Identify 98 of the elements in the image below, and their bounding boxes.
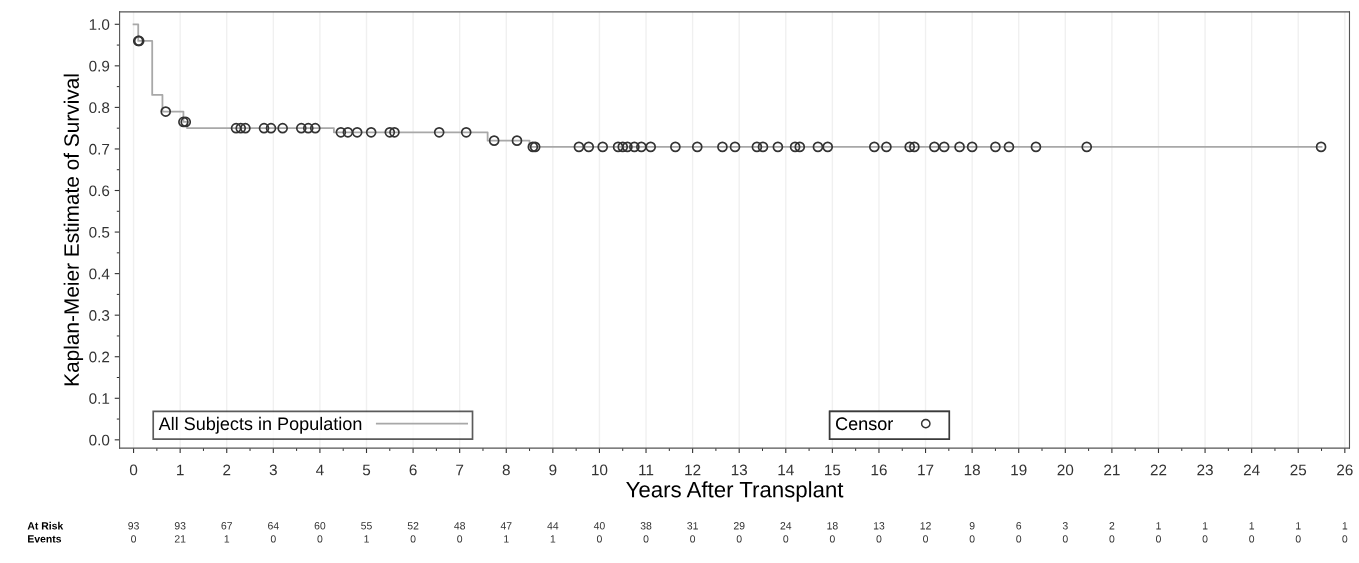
text: 1	[1202, 522, 1208, 530]
y-tick-label: 0.0	[89, 434, 110, 446]
text: 0	[736, 535, 742, 543]
text: 1	[224, 535, 230, 543]
x-tick-label: 25	[1290, 464, 1307, 476]
text: 64	[268, 522, 279, 530]
text: 1	[504, 535, 509, 543]
x-tick-label: 18	[964, 464, 980, 476]
text: 67	[221, 522, 233, 530]
text: 6	[1016, 522, 1022, 530]
x-tick-label: 23	[1197, 464, 1213, 476]
text: 0	[1016, 535, 1022, 543]
text: 1	[1249, 522, 1255, 530]
text: 0	[1295, 535, 1301, 543]
x-tick-label: 4	[316, 464, 324, 476]
x-tick-label: 21	[1104, 464, 1120, 476]
text: 44	[547, 522, 559, 530]
text: 29	[733, 522, 745, 530]
text: At Risk	[27, 521, 64, 530]
x-tick-label: 8	[502, 464, 510, 476]
x-tick-label: 14	[778, 464, 794, 476]
x-tick-label: 17	[918, 464, 934, 476]
text: 0	[131, 535, 137, 543]
text: 0	[969, 535, 975, 543]
text: 12	[920, 522, 931, 530]
text: 1	[1342, 522, 1348, 530]
x-tick-label: 7	[456, 464, 464, 476]
x-tick-label: 9	[549, 464, 557, 476]
text: 0	[1109, 535, 1115, 543]
text: 0	[1202, 535, 1208, 543]
text: 0	[876, 535, 882, 543]
x-tick-label: 0	[129, 464, 138, 476]
text: 1	[1296, 522, 1301, 530]
y-tick-label: 0.3	[89, 310, 110, 321]
x-tick-label: 13	[731, 464, 748, 476]
text: 38	[640, 522, 652, 530]
text: 0	[1249, 535, 1255, 543]
text: 1	[1156, 522, 1161, 530]
text: 93	[174, 522, 186, 530]
text: 0	[783, 535, 789, 543]
y-tick-label: 0.2	[89, 351, 110, 363]
x-tick-label: 16	[871, 464, 887, 476]
text: 0	[690, 535, 696, 543]
text: 40	[593, 522, 605, 530]
legend-label: All Subjects in Population	[158, 416, 362, 434]
x-tick-label: 15	[825, 464, 841, 476]
text: 0	[596, 535, 602, 543]
x-tick-label: 6	[409, 464, 417, 476]
x-tick-label: 22	[1150, 464, 1167, 476]
text: 1	[550, 535, 556, 543]
text: 0	[410, 535, 416, 543]
y-axis-title: Kaplan-Meier Estimate of Survival	[63, 74, 84, 386]
x-tick-label: 11	[639, 464, 654, 476]
y-tick-label: 0.7	[89, 143, 110, 155]
text: 0	[457, 535, 463, 543]
y-tick-label: 0.5	[89, 226, 110, 238]
x-tick-label: 10	[592, 464, 608, 476]
text: 13	[873, 522, 885, 530]
y-tick-label: 0.8	[89, 102, 110, 114]
text: Events	[28, 535, 62, 543]
x-tick-label: 5	[362, 464, 371, 476]
x-tick-label: 24	[1243, 464, 1260, 476]
y-tick-label: 0.6	[89, 185, 110, 197]
text: 48	[454, 522, 466, 530]
text: 60	[314, 522, 326, 530]
text: 0	[270, 535, 276, 543]
text: 0	[1062, 535, 1068, 543]
x-tick-label: 2	[223, 464, 231, 476]
text: 2	[1109, 522, 1115, 530]
x-tick-label: 19	[1011, 464, 1027, 476]
text: 0	[1155, 535, 1161, 543]
text: 24	[780, 522, 792, 530]
text: 3	[1062, 522, 1068, 530]
text: 0	[923, 535, 929, 543]
text: 0	[317, 535, 323, 543]
text: 1	[364, 535, 369, 543]
text: 21	[174, 535, 186, 543]
x-axis-title: Years After Transplant	[626, 481, 844, 502]
x-tick-label: 3	[269, 464, 277, 476]
x-tick-label: 26	[1337, 464, 1353, 476]
text: 47	[500, 522, 512, 530]
text: 52	[407, 522, 419, 530]
text: 31	[687, 522, 698, 530]
x-tick-label: 12	[685, 464, 701, 476]
y-tick-label: 0.9	[89, 60, 110, 72]
x-tick-label: 20	[1057, 464, 1074, 476]
text: 55	[361, 522, 372, 530]
text: 0	[1342, 535, 1348, 543]
text: 9	[969, 522, 975, 530]
y-tick-label: 0.1	[89, 393, 110, 404]
text: 18	[827, 522, 838, 530]
y-tick-label: 0.4	[89, 268, 110, 280]
text: 0	[643, 535, 649, 543]
text: 93	[128, 522, 139, 530]
x-tick-label: 1	[177, 464, 184, 476]
y-tick-label: 1.0	[89, 19, 110, 30]
text: 0	[829, 535, 835, 543]
legend-label: Censor	[835, 417, 893, 431]
